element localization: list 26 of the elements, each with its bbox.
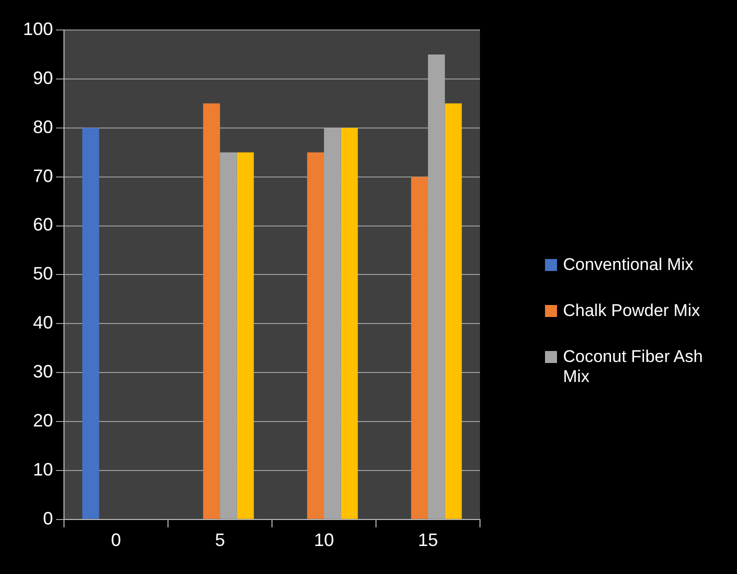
y-tick-label: 10 <box>33 459 54 480</box>
y-tick-label: 20 <box>33 410 54 430</box>
bar <box>236 152 254 519</box>
x-tick-label: 0 <box>111 530 122 550</box>
x-tick-label: 10 <box>314 530 334 550</box>
y-tick-label: 80 <box>33 116 54 137</box>
bar <box>340 128 358 519</box>
bar <box>307 152 324 519</box>
bar <box>203 103 220 519</box>
y-tick-label: 60 <box>33 214 54 235</box>
legend-label: Chalk Powder Mix <box>563 301 700 321</box>
y-tick-label: 40 <box>33 312 54 333</box>
legend-label: Coconut Fiber Ash Mix <box>563 347 704 387</box>
y-tick-label: 70 <box>33 166 54 186</box>
y-tick-label: 30 <box>33 362 54 382</box>
y-tick-label: 50 <box>33 264 54 284</box>
y-tick-label: 90 <box>33 68 54 88</box>
bar <box>82 128 100 519</box>
y-tick-label: 100 <box>22 18 54 39</box>
legend-label: Conventional Mix <box>563 255 694 275</box>
bar <box>444 103 462 519</box>
x-tick-label: 15 <box>418 530 438 550</box>
y-tick-label: 0 <box>43 508 54 528</box>
x-tick-label: 5 <box>215 530 226 550</box>
bar <box>411 176 428 519</box>
bar <box>220 152 237 519</box>
